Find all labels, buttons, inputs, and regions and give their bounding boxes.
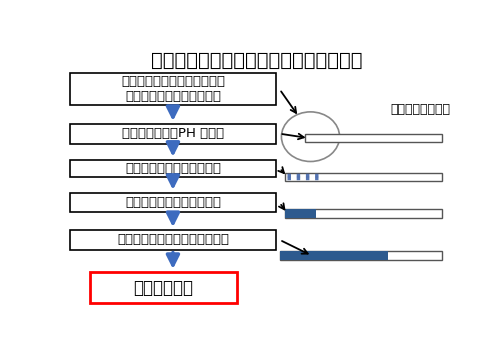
Text: 細菌増殖によるPH の低下: 細菌増殖によるPH の低下 [122, 127, 224, 140]
Bar [70, 193, 276, 213]
Text: 図５　経腸栄養剤のチューブ閉塞の機序: 図５ 経腸栄養剤のチューブ閉塞の機序 [150, 51, 362, 70]
Text: チューブの上流への凝固の進行: チューブの上流への凝固の進行 [117, 233, 229, 246]
Bar [90, 272, 237, 304]
Bar [70, 73, 276, 105]
Bar [70, 160, 276, 176]
Bar [70, 230, 276, 250]
Text: 経腸栄養チューブ先端部での
腸内細菌による栄養の汚染: 経腸栄養チューブ先端部での 腸内細菌による栄養の汚染 [121, 75, 225, 103]
Bar [70, 124, 276, 144]
Bar [280, 251, 388, 260]
Text: チューブ閉塞: チューブ閉塞 [133, 279, 193, 297]
Text: 栄養剤のタンパク質の変性: 栄養剤のタンパク質の変性 [125, 161, 221, 175]
Text: 凝固（カード化、固形化）: 凝固（カード化、固形化） [125, 196, 221, 209]
Bar [286, 209, 442, 218]
Bar [304, 134, 442, 142]
Bar [280, 251, 442, 260]
Bar [286, 173, 442, 180]
Bar [286, 209, 316, 218]
Text: 経腸栄養チューブ: 経腸栄養チューブ [390, 103, 450, 116]
